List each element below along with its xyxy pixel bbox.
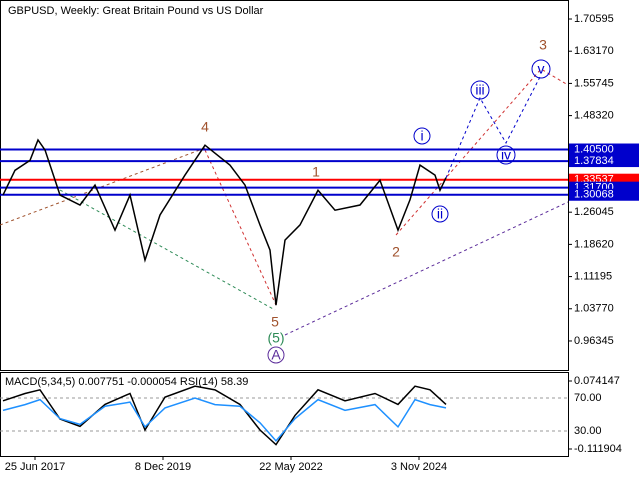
level-tag [569, 155, 639, 168]
wave-label: 1 [312, 164, 320, 180]
wave-label: 3 [539, 37, 547, 53]
y-tick-label: 70.00 [574, 392, 602, 404]
y-tick-label: 1.11195 [574, 270, 612, 282]
wave-label: ii [437, 206, 443, 222]
indicator-title: MACD(5,34,5) 0.007751 -0.000054 RSI(14) … [5, 376, 248, 388]
wave-label: iii [475, 82, 484, 98]
y-tick-label: 1.48320 [574, 110, 614, 122]
price-frame [0, 0, 569, 371]
wave-lines [0, 68, 569, 336]
x-tick-label: 22 May 2022 [259, 461, 323, 473]
y2-tick-label: -0.111904 [574, 443, 622, 455]
level-label: 1.40500 [574, 143, 614, 155]
y-tick-label: 1.18620 [574, 238, 614, 250]
x-tick-label: 25 Jun 2017 [5, 461, 66, 473]
y-tick-label: 30.00 [574, 425, 602, 437]
wave-label: i [420, 128, 423, 144]
wave-circle [531, 59, 551, 79]
series-line [2, 397, 447, 443]
x-tick-label: 3 Nov 2024 [391, 461, 447, 473]
level-label: 1.30068 [574, 189, 614, 201]
y-tick-label: 1.55745 [574, 77, 614, 89]
y-tick-label: 1.03770 [574, 303, 614, 315]
chart-title: GBPUSD, Weekly: Great Britain Pound vs U… [8, 5, 264, 17]
wave-line [59, 189, 276, 311]
wave-circle [267, 346, 285, 364]
y-tick-label: 1.63170 [574, 45, 614, 57]
indicator-frame [0, 372, 569, 457]
wave-label: 5 [271, 314, 279, 330]
y-tick-label: 1.70595 [574, 13, 614, 25]
wave-label: A [271, 347, 281, 363]
wave-label: 2 [392, 244, 400, 260]
wave-label: (5) [267, 330, 284, 346]
wave-circle [413, 127, 431, 145]
level-tag [569, 188, 639, 201]
wave-circle [496, 145, 516, 165]
y-tick-label: 1.26045 [574, 206, 614, 218]
wave-circle [470, 80, 490, 100]
wave-label: iv [501, 147, 511, 163]
y2-tick-label: 0.074147 [574, 375, 620, 387]
wave-line [204, 149, 277, 306]
series-line [2, 138, 447, 306]
level-label: 1.37834 [574, 155, 614, 167]
series-line [2, 385, 447, 446]
wave-line [445, 74, 542, 179]
level-tag [569, 143, 639, 156]
wave-label: 4 [201, 119, 209, 135]
wave-line [284, 201, 569, 336]
wave-label: v [538, 61, 545, 77]
x-tick-label: 8 Dec 2019 [135, 461, 191, 473]
wave-circle [431, 205, 449, 223]
wave-labels: 3 4 1 2 5 (5) A i ii iii iv v [201, 37, 551, 364]
y-tick-label: 0.96345 [574, 335, 614, 347]
